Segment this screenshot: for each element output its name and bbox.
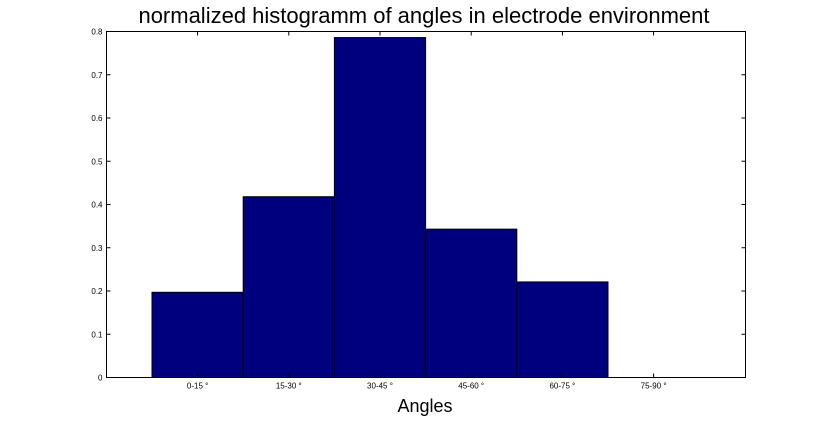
x-tick-label: 60-75 ° [549, 382, 575, 391]
histogram-bar [333, 37, 427, 379]
x-axis-title: Angles [397, 396, 452, 416]
y-tick-label: 0.8 [91, 28, 103, 37]
y-tick-label: 0.2 [91, 287, 103, 296]
x-axis: 0-15 ° 15-30 ° 30-45 ° 45-60 ° 60-75 ° 75-90 … [187, 31, 667, 391]
histogram-bar [242, 196, 335, 378]
y-tick-label: 0.6 [91, 114, 103, 123]
x-tick-label: 30-45 ° [367, 382, 393, 391]
y-axis: 0 0.1 0.2 0.3 0.4 0.5 0.6 0.7 0.8 [91, 28, 746, 383]
y-tick-label: 0.3 [91, 244, 103, 253]
y-tick-label: 0.7 [91, 71, 103, 80]
y-tick-label: 0.5 [91, 157, 103, 166]
y-tick-label: 0.1 [91, 330, 103, 339]
x-tick-label: 15-30 ° [276, 382, 302, 391]
y-tick-label: 0.4 [91, 201, 103, 210]
x-tick-label: 0-15 ° [187, 382, 208, 391]
histogram-bar [151, 291, 244, 378]
histogram-bar [516, 281, 609, 379]
chart-title: normalized histogramm of angles in elect… [138, 3, 709, 28]
x-tick-label: 75-90 ° [641, 382, 667, 391]
y-tick-label: 0 [98, 374, 103, 383]
histogram-bar [425, 228, 518, 378]
x-tick-label: 45-60 ° [458, 382, 484, 391]
bars-group [151, 37, 609, 379]
